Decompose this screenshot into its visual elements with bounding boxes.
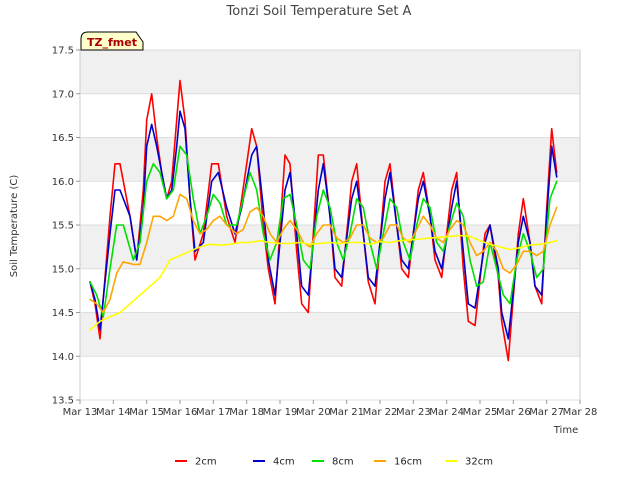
y-axis-title: Soil Temperature (C) bbox=[9, 175, 20, 278]
legend-label-32cm: 32cm bbox=[465, 457, 493, 468]
legend-label-16cm: 16cm bbox=[394, 457, 422, 468]
plot-band bbox=[80, 137, 580, 182]
x-tick-label: Mar 19 bbox=[263, 407, 298, 418]
y-tick-label: 17.0 bbox=[52, 89, 74, 100]
plot-band bbox=[80, 268, 580, 313]
y-axis-ticks: 13.5 14.0 14.5 15.0 15.5 16.0 16.5 17.0 17.5 bbox=[52, 46, 80, 407]
x-tick-label: Mar 16 bbox=[163, 407, 198, 418]
legend-label-4cm: 4cm bbox=[273, 457, 295, 468]
x-tick-label: Mar 20 bbox=[296, 407, 331, 418]
chart-title: Tonzi Soil Temperature Set A bbox=[226, 4, 412, 19]
series-line-16cm bbox=[89, 193, 558, 314]
series-line-32cm bbox=[89, 234, 558, 331]
legend-label-8cm: 8cm bbox=[332, 457, 354, 468]
tz-annotation-box bbox=[80, 31, 144, 51]
x-tick-label: Mar 25 bbox=[463, 407, 498, 418]
y-tick-label: 15.0 bbox=[52, 264, 74, 275]
series-lines bbox=[89, 79, 558, 362]
y-tick-label: 14.0 bbox=[52, 352, 74, 363]
plot-band bbox=[80, 312, 580, 357]
plot-band bbox=[80, 50, 580, 94]
series-line-4cm bbox=[89, 110, 558, 340]
x-tick-label: Mar 18 bbox=[229, 407, 264, 418]
legend: 2cm 4cm 8cm 16cm 32cm bbox=[175, 457, 493, 468]
x-tick-label: Mar 13 bbox=[63, 407, 98, 418]
x-tick-label: Mar 14 bbox=[96, 407, 131, 418]
y-tick-label: 16.0 bbox=[52, 177, 74, 188]
plot-band bbox=[80, 225, 580, 269]
plot-background-bands bbox=[80, 50, 580, 400]
y-tick-label: 14.5 bbox=[52, 308, 74, 319]
y-tick-label: 13.5 bbox=[52, 396, 74, 407]
x-tick-label: Mar 24 bbox=[429, 407, 464, 418]
x-tick-label: Mar 21 bbox=[329, 407, 364, 418]
series-line-8cm bbox=[89, 145, 558, 318]
x-tick-label: Mar 17 bbox=[196, 407, 231, 418]
x-tick-label: Mar 15 bbox=[129, 407, 164, 418]
legend-label-2cm: 2cm bbox=[195, 457, 217, 468]
x-tick-label: Mar 28 bbox=[563, 407, 598, 418]
tz-annotation: TZ_fmet bbox=[80, 31, 144, 51]
plot-band bbox=[80, 93, 580, 138]
y-tick-label: 15.5 bbox=[52, 221, 74, 232]
tz-annotation-label: TZ_fmet bbox=[87, 36, 137, 49]
x-tick-label: Mar 26 bbox=[496, 407, 531, 418]
y-tick-label: 17.5 bbox=[52, 46, 74, 57]
y-tick-label: 16.5 bbox=[52, 133, 74, 144]
plot-band bbox=[80, 356, 580, 400]
x-tick-label: Mar 22 bbox=[363, 407, 398, 418]
x-axis-title: Time bbox=[553, 425, 578, 436]
x-tick-label: Mar 23 bbox=[396, 407, 431, 418]
x-tick-label: Mar 27 bbox=[529, 407, 564, 418]
